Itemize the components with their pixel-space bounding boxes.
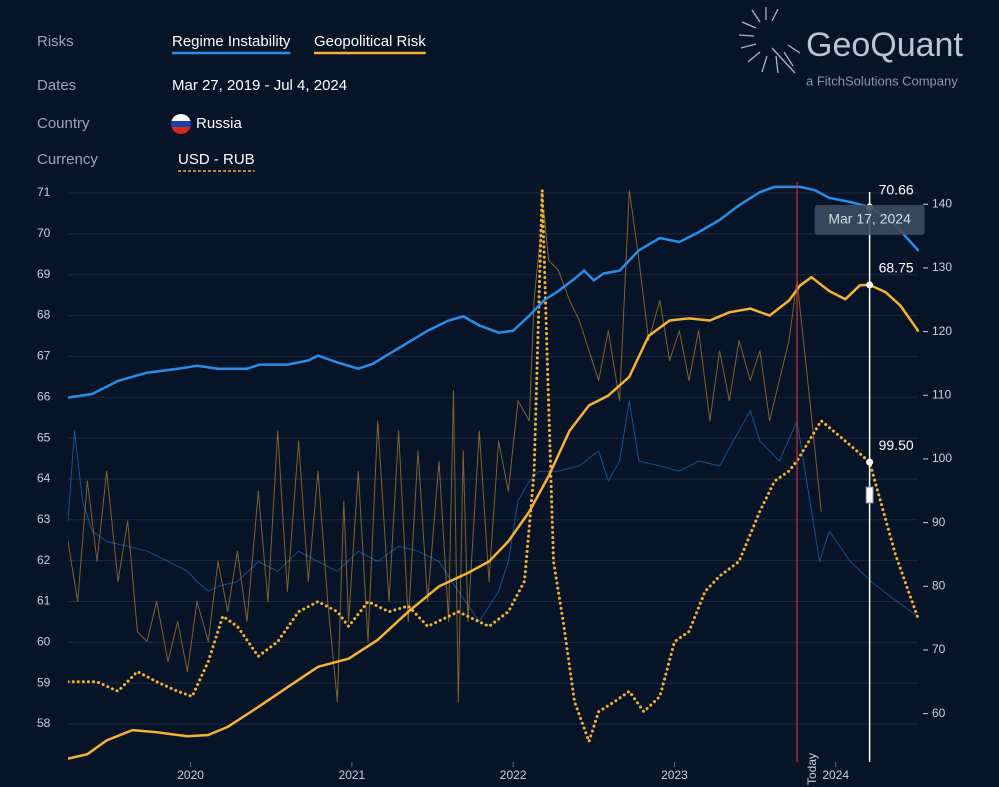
y-tick-label: 65 — [37, 430, 51, 444]
series-line — [68, 188, 919, 744]
y-tick-label: 59 — [37, 675, 51, 689]
hover-point — [866, 458, 874, 466]
logo-name: GeoQuant — [806, 26, 963, 64]
series-line — [68, 189, 822, 703]
dates-label: Dates — [37, 77, 76, 94]
legend-item[interactable]: Regime Instability — [172, 33, 291, 50]
y-tick-label: 58 — [37, 716, 51, 730]
x-tick-label: 2023 — [661, 768, 688, 782]
y2-tick-label: 140 — [932, 196, 952, 210]
currency-label: Currency — [37, 151, 98, 168]
y-tick-label: 71 — [37, 185, 51, 199]
y-tick-label: 60 — [37, 634, 51, 648]
today-label: Today — [805, 753, 819, 785]
y-tick-label: 67 — [37, 349, 51, 363]
hover-point — [866, 281, 874, 289]
tooltip-date: Mar 17, 2024 — [828, 211, 911, 227]
y-tick-label: 61 — [37, 594, 51, 608]
y-tick-label: 66 — [37, 389, 51, 403]
risks-label: Risks — [37, 33, 74, 50]
series-line — [68, 275, 919, 760]
country-label: Country — [37, 115, 90, 132]
x-tick-label: 2021 — [339, 768, 366, 782]
y-tick-label: 70 — [37, 226, 51, 240]
legend-item[interactable]: Geopolitical Risk — [314, 33, 426, 50]
hover-value: 68.75 — [879, 260, 914, 276]
overlay: Today 70.66 Mar 17, 2024 68.75 99.50 — [796, 182, 925, 785]
logo-icon — [738, 7, 801, 74]
hover-value: 70.66 — [879, 182, 914, 198]
series-line — [68, 185, 919, 399]
y-tick-label: 62 — [37, 553, 51, 567]
tooltip-box — [814, 204, 925, 235]
y2-tick-label: 130 — [932, 260, 952, 274]
y2-tick-label: 60 — [932, 706, 946, 720]
series-line — [68, 400, 919, 622]
date-range[interactable]: Mar 27, 2019 - Jul 4, 2024 — [172, 77, 347, 94]
y2-tick-label: 80 — [932, 578, 946, 592]
y2-tick-label: 110 — [932, 387, 951, 401]
hover-value: 99.50 — [879, 437, 914, 453]
y2-tick-label: 90 — [932, 515, 946, 529]
y-tick-label: 68 — [37, 308, 51, 322]
y-tick-label: 69 — [37, 267, 51, 281]
logo-tagline: a FitchSolutions Company — [806, 73, 958, 88]
plot-area — [68, 185, 919, 760]
y2-tick-label: 120 — [932, 324, 952, 338]
y2-tick-label: 70 — [932, 642, 946, 656]
y-tick-label: 63 — [37, 512, 51, 526]
x-tick-label: 2022 — [500, 768, 527, 782]
country[interactable]: Russia — [196, 115, 243, 132]
x-tick-label: 2020 — [177, 768, 204, 782]
x-tick-label: 2024 — [822, 768, 849, 782]
flag — [171, 114, 191, 134]
y-tick-label: 64 — [37, 471, 51, 485]
hover-handle — [865, 486, 874, 504]
y2-tick-label: 100 — [932, 451, 952, 465]
legend-item[interactable]: USD - RUB — [178, 151, 255, 168]
